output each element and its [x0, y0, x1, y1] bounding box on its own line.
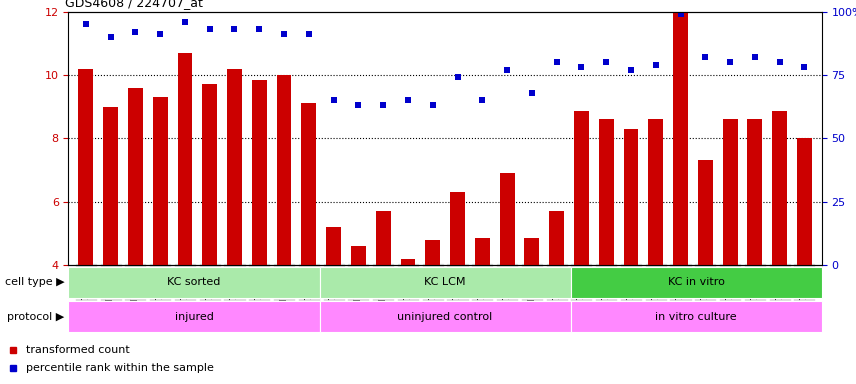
- Point: [798, 64, 811, 70]
- Point: [748, 54, 762, 60]
- Bar: [68, 267, 319, 298]
- Point: [79, 21, 92, 27]
- Point: [228, 26, 241, 32]
- Text: KC LCM: KC LCM: [425, 277, 466, 287]
- Text: GDS4608 / 224707_at: GDS4608 / 224707_at: [65, 0, 203, 9]
- Point: [450, 74, 464, 81]
- Text: transformed count: transformed count: [26, 345, 129, 355]
- Point: [203, 26, 217, 32]
- Point: [377, 102, 390, 108]
- Bar: [574, 111, 589, 265]
- Text: cell type ▶: cell type ▶: [4, 277, 64, 287]
- Bar: [68, 301, 319, 332]
- Point: [723, 59, 737, 65]
- Bar: [450, 192, 465, 265]
- Bar: [79, 68, 93, 265]
- Point: [253, 26, 266, 32]
- Bar: [319, 267, 571, 298]
- Bar: [797, 138, 811, 265]
- Point: [302, 31, 316, 37]
- Bar: [276, 75, 292, 265]
- Point: [525, 89, 538, 96]
- Bar: [598, 119, 614, 265]
- Point: [327, 97, 341, 103]
- Point: [426, 102, 440, 108]
- Bar: [722, 119, 738, 265]
- Bar: [401, 259, 415, 265]
- Bar: [571, 267, 822, 298]
- Bar: [747, 119, 763, 265]
- Bar: [525, 238, 539, 265]
- Point: [698, 54, 712, 60]
- Text: KC sorted: KC sorted: [167, 277, 221, 287]
- Text: uninjured control: uninjured control: [397, 312, 493, 322]
- Point: [624, 67, 638, 73]
- Bar: [177, 53, 193, 265]
- Text: KC in vitro: KC in vitro: [668, 277, 725, 287]
- Bar: [351, 246, 366, 265]
- Bar: [152, 97, 168, 265]
- Bar: [104, 107, 118, 265]
- Point: [128, 29, 142, 35]
- Bar: [425, 240, 440, 265]
- Text: in vitro culture: in vitro culture: [656, 312, 737, 322]
- Bar: [326, 227, 341, 265]
- Point: [104, 34, 117, 40]
- Bar: [550, 211, 564, 265]
- Point: [352, 102, 366, 108]
- Text: percentile rank within the sample: percentile rank within the sample: [26, 363, 213, 373]
- Bar: [319, 301, 571, 332]
- Bar: [252, 79, 267, 265]
- Bar: [772, 111, 787, 265]
- Point: [649, 62, 663, 68]
- Point: [674, 11, 687, 17]
- Bar: [301, 103, 316, 265]
- Bar: [571, 301, 822, 332]
- Text: protocol ▶: protocol ▶: [7, 312, 64, 322]
- Bar: [227, 68, 242, 265]
- Bar: [698, 161, 713, 265]
- Bar: [475, 238, 490, 265]
- Bar: [648, 119, 663, 265]
- Point: [574, 64, 588, 70]
- Bar: [673, 12, 688, 265]
- Point: [773, 59, 787, 65]
- Point: [153, 31, 167, 37]
- Text: injured: injured: [175, 312, 213, 322]
- Bar: [128, 88, 143, 265]
- Bar: [376, 211, 390, 265]
- Point: [277, 31, 291, 37]
- Point: [475, 97, 489, 103]
- Point: [550, 59, 563, 65]
- Bar: [623, 129, 639, 265]
- Point: [401, 97, 415, 103]
- Bar: [500, 173, 514, 265]
- Point: [599, 59, 613, 65]
- Point: [178, 18, 192, 25]
- Point: [500, 67, 514, 73]
- Bar: [202, 84, 217, 265]
